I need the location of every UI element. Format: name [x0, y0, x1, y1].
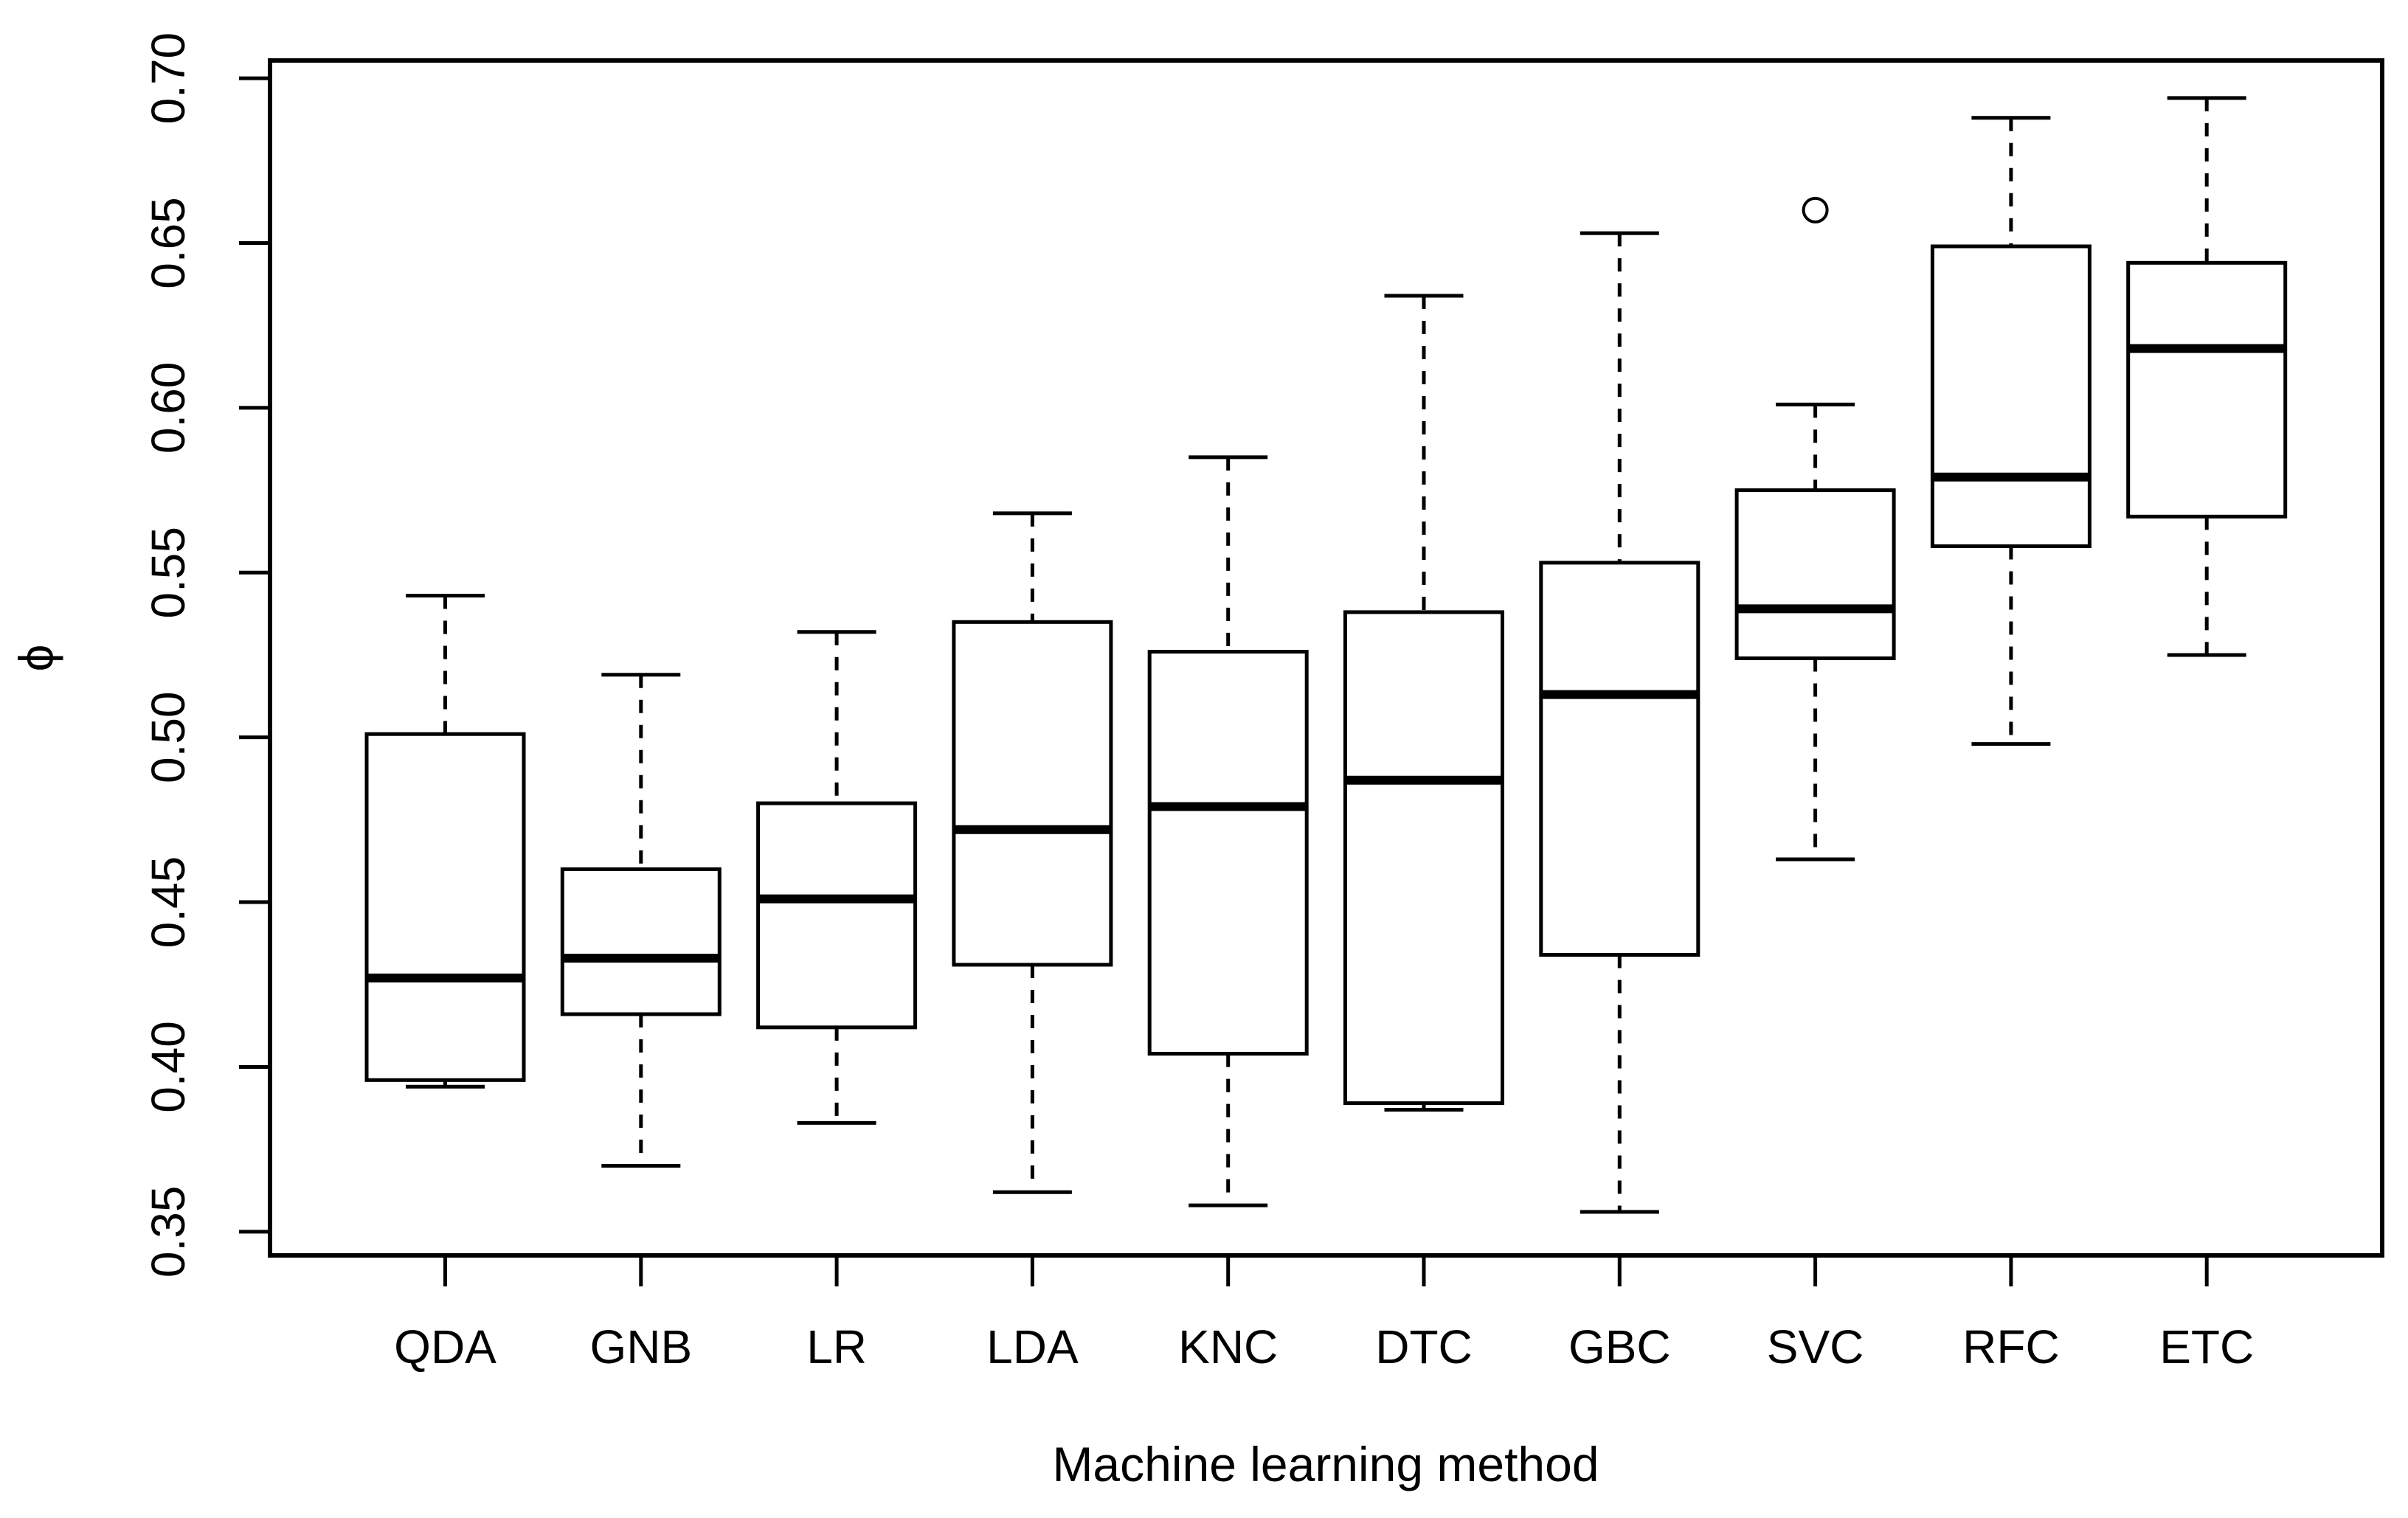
box-KNC	[1147, 455, 1309, 1207]
boxplot-series	[364, 96, 2288, 1214]
box-SVC	[1734, 196, 1896, 862]
box-DTC	[1343, 294, 1504, 1112]
x-tick-label: LR	[806, 1320, 867, 1373]
iqr-box	[1539, 561, 1701, 957]
box-ETC	[2126, 96, 2288, 657]
iqr-box	[364, 732, 526, 1082]
box-GNB	[560, 673, 722, 1168]
iqr-box	[1930, 244, 2092, 549]
y-axis-title: ϕ	[9, 645, 63, 672]
x-tick-label: LDA	[986, 1320, 1079, 1373]
iqr-box	[560, 867, 722, 1016]
y-tick-label: 0.60	[142, 362, 195, 454]
x-tick-label: KNC	[1178, 1320, 1278, 1373]
plot-frame	[268, 58, 2384, 1258]
iqr-box	[1734, 488, 1896, 660]
x-tick-label: DTC	[1375, 1320, 1473, 1373]
box-LDA	[952, 511, 1113, 1194]
x-tick-label: GNB	[589, 1320, 692, 1373]
iqr-box	[756, 801, 918, 1030]
x-tick-label: ETC	[2159, 1320, 2254, 1373]
y-tick-label: 0.50	[142, 691, 195, 783]
iqr-box	[952, 620, 1113, 967]
box-LR	[756, 630, 918, 1125]
x-tick-label: RFC	[1962, 1320, 2060, 1373]
box-QDA	[364, 594, 526, 1089]
box-RFC	[1930, 116, 2092, 746]
iqr-box	[1343, 610, 1504, 1106]
x-tick-label: GBC	[1568, 1320, 1671, 1373]
x-tick-label: SVC	[1767, 1320, 1864, 1373]
box-GBC	[1539, 231, 1701, 1214]
y-tick-label: 0.40	[142, 1021, 195, 1113]
x-axis: QDA GNB LR LDA KNC DTC GBC SVC RFC ETC	[394, 1255, 2254, 1373]
y-tick-label: 0.35	[142, 1186, 195, 1278]
iqr-box	[1147, 650, 1309, 1056]
y-tick-label: 0.55	[142, 527, 195, 619]
y-tick-label: 0.45	[142, 856, 195, 949]
iqr-box	[2126, 260, 2288, 519]
y-axis: 0.35 0.40 0.45 0.50 0.55 0.60 0.65 0.70	[142, 32, 270, 1278]
x-axis-title: Machine learning method	[1052, 1437, 1599, 1491]
y-tick-label: 0.70	[142, 32, 195, 125]
x-tick-label: QDA	[394, 1320, 497, 1373]
outlier-point	[1802, 196, 1829, 223]
y-tick-label: 0.65	[142, 197, 195, 289]
